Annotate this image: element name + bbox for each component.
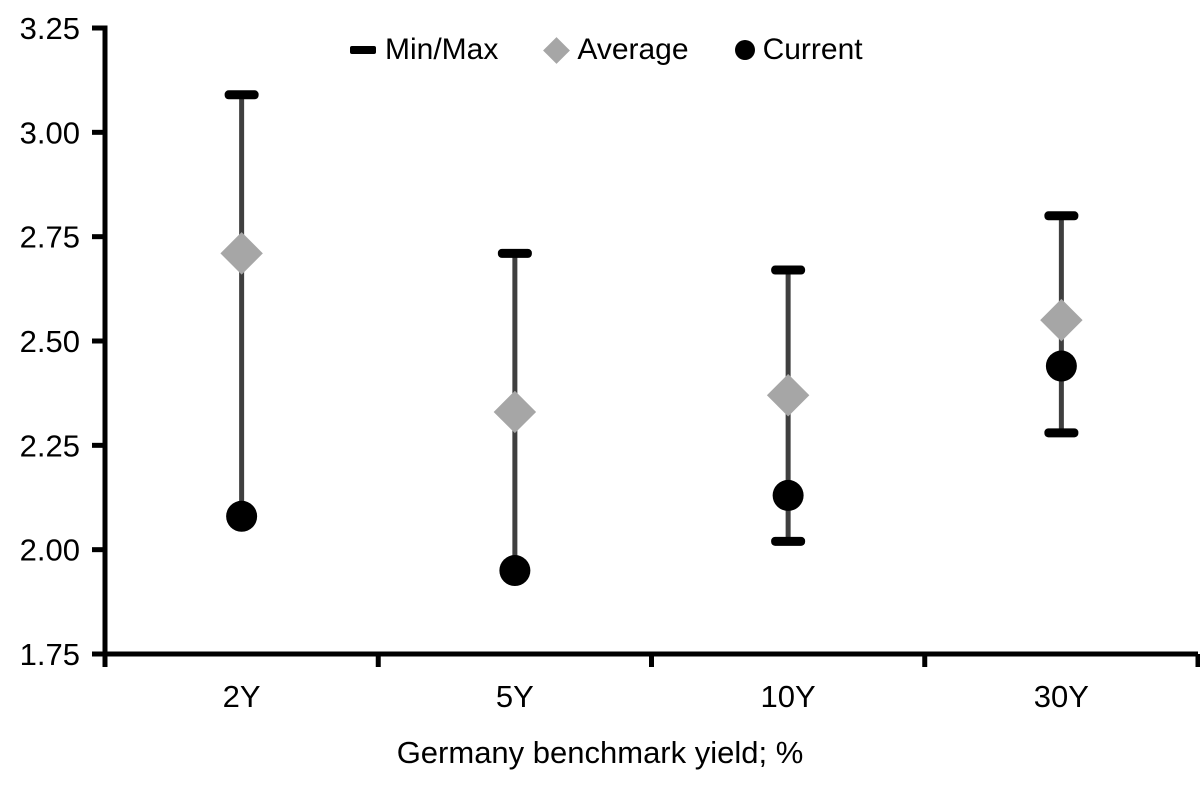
legend-item-average: Average (543, 33, 689, 67)
min-cap-10Y (771, 536, 806, 546)
average-diamond-icon (543, 36, 571, 64)
y-tick-label: 2.25 (20, 428, 80, 463)
max-cap-30Y (1044, 211, 1079, 221)
legend: Min/Max Average Current (350, 30, 863, 70)
y-tick-label: 2.50 (20, 324, 80, 359)
current-marker-30Y (1045, 350, 1077, 382)
x-category-label: 10Y (761, 679, 816, 714)
max-cap-2Y (224, 90, 259, 100)
legend-item-minmax: Min/Max (350, 33, 498, 67)
average-marker-30Y (1040, 298, 1083, 342)
y-tick-label: 2.75 (20, 220, 80, 255)
y-tick-label: 2.00 (20, 533, 80, 568)
average-marker-10Y (766, 374, 810, 417)
current-marker-10Y (772, 479, 804, 511)
y-tick-label: 3.25 (20, 11, 80, 46)
x-category-label: 30Y (1034, 679, 1089, 714)
current-marker-5Y (499, 555, 531, 587)
legend-label-current: Current (762, 33, 863, 66)
minmax-dash-icon (350, 46, 376, 54)
x-axis-title: Germany benchmark yield; % (396, 735, 804, 770)
legend-label-average: Average (577, 33, 689, 66)
x-category-label: 2Y (223, 679, 261, 714)
legend-label-minmax: Min/Max (385, 33, 499, 66)
current-marker-2Y (226, 500, 258, 532)
legend-item-current: Current (734, 33, 863, 67)
current-circle-icon (734, 40, 755, 60)
average-marker-2Y (220, 232, 263, 275)
average-marker-5Y (493, 390, 537, 434)
min-cap-30Y (1044, 428, 1079, 438)
y-tick-label: 3.00 (20, 115, 80, 150)
x-category-label: 5Y (496, 679, 534, 714)
y-tick-label: 1.75 (20, 637, 80, 672)
max-cap-10Y (771, 265, 806, 275)
max-cap-5Y (497, 248, 532, 258)
